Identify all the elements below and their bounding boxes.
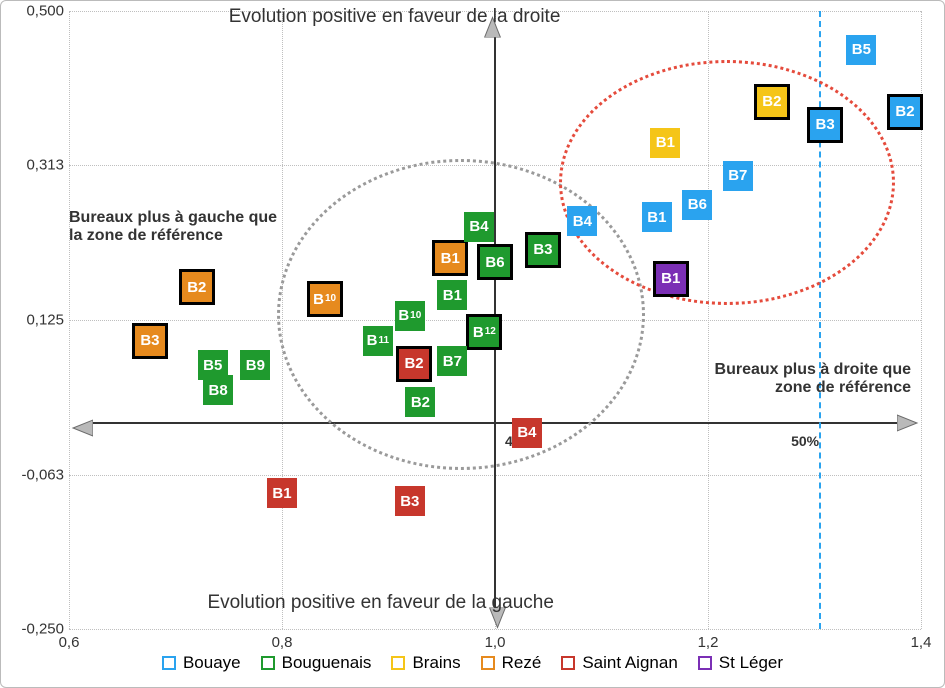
marker-bouaye-b6: B6	[682, 190, 712, 220]
marker-staignan-b3: B3	[395, 486, 425, 516]
marker-reze-b1: B1	[432, 240, 468, 276]
legend-label: Bouaye	[183, 653, 241, 673]
x-tick-label: 0,8	[272, 634, 293, 651]
marker-bouaye-b1: B1	[642, 202, 672, 232]
marker-bouaye-b5: B5	[846, 35, 876, 65]
legend-item-brains: Brains	[391, 653, 460, 673]
note-right: Bureaux plus à droite quezone de référen…	[715, 361, 911, 397]
marker-bouguenais-b4: B4	[464, 212, 494, 242]
marker-reze-b3: B3	[132, 323, 168, 359]
marker-reze-b2: B2	[179, 269, 215, 305]
marker-staignan-b2: B2	[396, 346, 432, 382]
x-tick-label: 1,4	[911, 634, 932, 651]
marker-brains-b1: B1	[650, 128, 680, 158]
marker-bouaye-b7: B7	[723, 161, 753, 191]
label-50pct: 50%	[791, 433, 819, 449]
legend-label: Rezé	[502, 653, 542, 673]
marker-bouguenais-b6: B6	[477, 244, 513, 280]
legend-label: Brains	[412, 653, 460, 673]
marker-bouaye-b3: B3	[807, 107, 843, 143]
marker-staignan-b1: B1	[267, 478, 297, 508]
legend-swatch	[698, 656, 712, 670]
axis-arrow	[897, 411, 921, 440]
gridline-v	[69, 11, 70, 629]
legend-swatch	[561, 656, 575, 670]
marker-bouguenais-b1: B1	[437, 280, 467, 310]
plot-area: -0,250-0,0630,1250,3130,5000,60,81,01,21…	[69, 11, 921, 629]
legend-swatch	[481, 656, 495, 670]
legend-swatch	[261, 656, 275, 670]
y-tick-label: -0,250	[9, 621, 64, 638]
marker-brains-b2: B2	[754, 84, 790, 120]
y-tick-label: 0,313	[9, 157, 64, 174]
x-tick-label: 0,6	[59, 634, 80, 651]
marker-bouguenais-b12: B12	[466, 314, 502, 350]
legend-label: Bouguenais	[282, 653, 372, 673]
marker-bouaye-b2: B2	[887, 94, 923, 130]
marker-bouguenais-b2: B2	[405, 387, 435, 417]
legend-label: Saint Aignan	[582, 653, 677, 673]
marker-bouguenais-b10: B10	[395, 301, 425, 331]
chart-frame: -0,250 -0,063 0,125 0,313 0,500 0,6 0,8 1,0 1,2 1…	[0, 0, 945, 688]
marker-stleger-b1: B1	[653, 261, 689, 297]
legend-label: St Léger	[719, 653, 783, 673]
marker-reze-b10: B10	[307, 281, 343, 317]
legend: Bouaye Bouguenais Brains Rezé Saint Aignan St…	[1, 653, 944, 675]
legend-swatch	[162, 656, 176, 670]
marker-bouguenais-b11: B11	[363, 326, 393, 356]
y-tick-label: 0,125	[9, 312, 64, 329]
title-bottom: Evolution positive en faveur de la gauch…	[207, 592, 667, 614]
legend-item-staignan: Saint Aignan	[561, 653, 677, 673]
y-tick-label: -0,063	[9, 466, 64, 483]
y-tick-label: 0,500	[9, 3, 64, 20]
marker-bouaye-b4: B4	[567, 206, 597, 236]
x-tick-label: 1,2	[698, 634, 719, 651]
marker-bouguenais-b3: B3	[525, 232, 561, 268]
legend-item-reze: Rezé	[481, 653, 542, 673]
note-left: Bureaux plus à gauche quela zone de réfé…	[69, 209, 277, 245]
legend-swatch	[391, 656, 405, 670]
title-top: Evolution positive en faveur de la droit…	[229, 6, 669, 28]
marker-bouguenais-b9: B9	[240, 350, 270, 380]
marker-bouguenais-b7: B7	[437, 346, 467, 376]
legend-item-bouaye: Bouaye	[162, 653, 241, 673]
marker-staignan-b4: B4	[512, 418, 542, 448]
legend-item-bouguenais: Bouguenais	[261, 653, 372, 673]
legend-item-stleger: St Léger	[698, 653, 783, 673]
marker-bouguenais-b8: B8	[203, 375, 233, 405]
x-tick-label: 1,0	[485, 634, 506, 651]
axis-arrow	[69, 411, 93, 440]
